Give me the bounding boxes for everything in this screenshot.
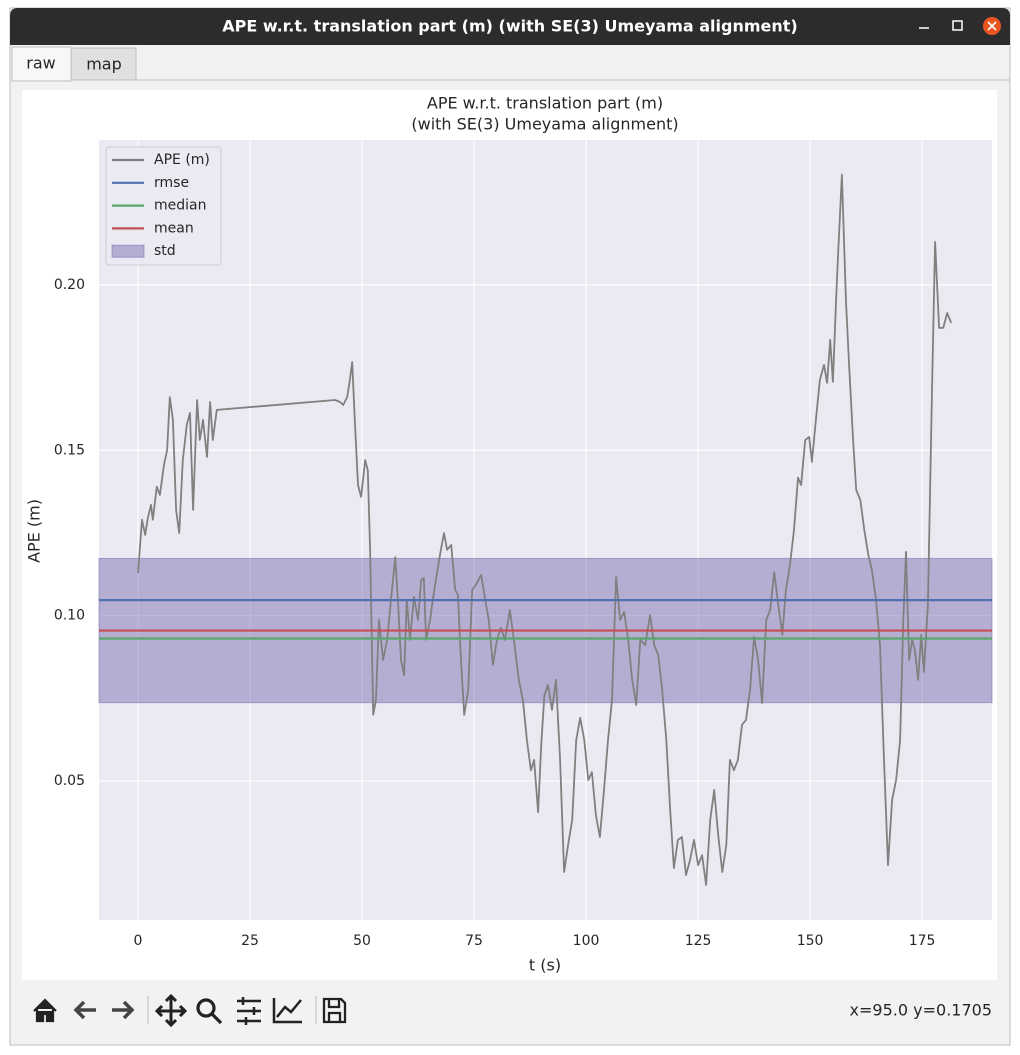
plot: APE (m) rmse median mean std bbox=[98, 140, 993, 920]
legend-box bbox=[105, 146, 222, 266]
legend-label: APE (m) bbox=[154, 152, 210, 168]
tab-map[interactable] bbox=[70, 47, 137, 81]
x-tick-label: 25 bbox=[241, 933, 259, 949]
close-cross[interactable] bbox=[987, 21, 997, 31]
close-button[interactable] bbox=[983, 17, 1001, 35]
y-tick-label: 0.20 bbox=[54, 277, 85, 293]
x-tick-label: 0 bbox=[134, 933, 143, 949]
x-tick-label: 150 bbox=[797, 933, 824, 949]
toolbar bbox=[33, 993, 347, 1028]
y-tick-label: 0.10 bbox=[54, 608, 85, 624]
legend-swatch bbox=[111, 244, 145, 258]
window-title: APE w.r.t. translation part (m) (with SE… bbox=[222, 17, 798, 36]
x-tick-label: 50 bbox=[353, 933, 371, 949]
plot-area bbox=[99, 140, 992, 920]
zoom-button[interactable] bbox=[196, 998, 223, 1025]
home-button[interactable] bbox=[33, 998, 57, 1023]
x-tick-label: 125 bbox=[685, 933, 712, 949]
tab-raw[interactable] bbox=[11, 46, 72, 82]
legend-label: std bbox=[154, 243, 176, 259]
back-button[interactable] bbox=[73, 1000, 96, 1020]
save-button[interactable] bbox=[322, 997, 347, 1024]
y-axis-label: APE (m) bbox=[25, 499, 44, 563]
legend-label: median bbox=[154, 198, 206, 214]
tab-label[interactable]: raw bbox=[26, 54, 55, 73]
configure-button[interactable] bbox=[237, 997, 261, 1025]
tab-label[interactable]: map bbox=[86, 55, 122, 74]
legend-label: rmse bbox=[154, 175, 189, 191]
x-axis-label: t (s) bbox=[529, 956, 561, 975]
status-text: x=95.0 y=0.1705 bbox=[850, 1001, 992, 1020]
x-tick-label: 100 bbox=[573, 933, 600, 949]
legend-label: mean bbox=[154, 220, 194, 236]
x-tick-label: 175 bbox=[909, 933, 936, 949]
title-bar bbox=[10, 8, 1010, 45]
maximize-button[interactable] bbox=[952, 20, 963, 31]
pan-button[interactable] bbox=[154, 993, 188, 1028]
x-tick-label: 75 bbox=[465, 933, 483, 949]
chart-subtitle: (with SE(3) Umeyama alignment) bbox=[411, 115, 678, 134]
y-tick-label: 0.05 bbox=[54, 773, 85, 789]
y-tick-label: 0.15 bbox=[54, 442, 85, 458]
ape-line bbox=[137, 173, 953, 886]
forward-button[interactable] bbox=[112, 1000, 135, 1020]
axes-button[interactable] bbox=[272, 998, 302, 1024]
chart-title: APE w.r.t. translation part (m) bbox=[427, 94, 663, 113]
